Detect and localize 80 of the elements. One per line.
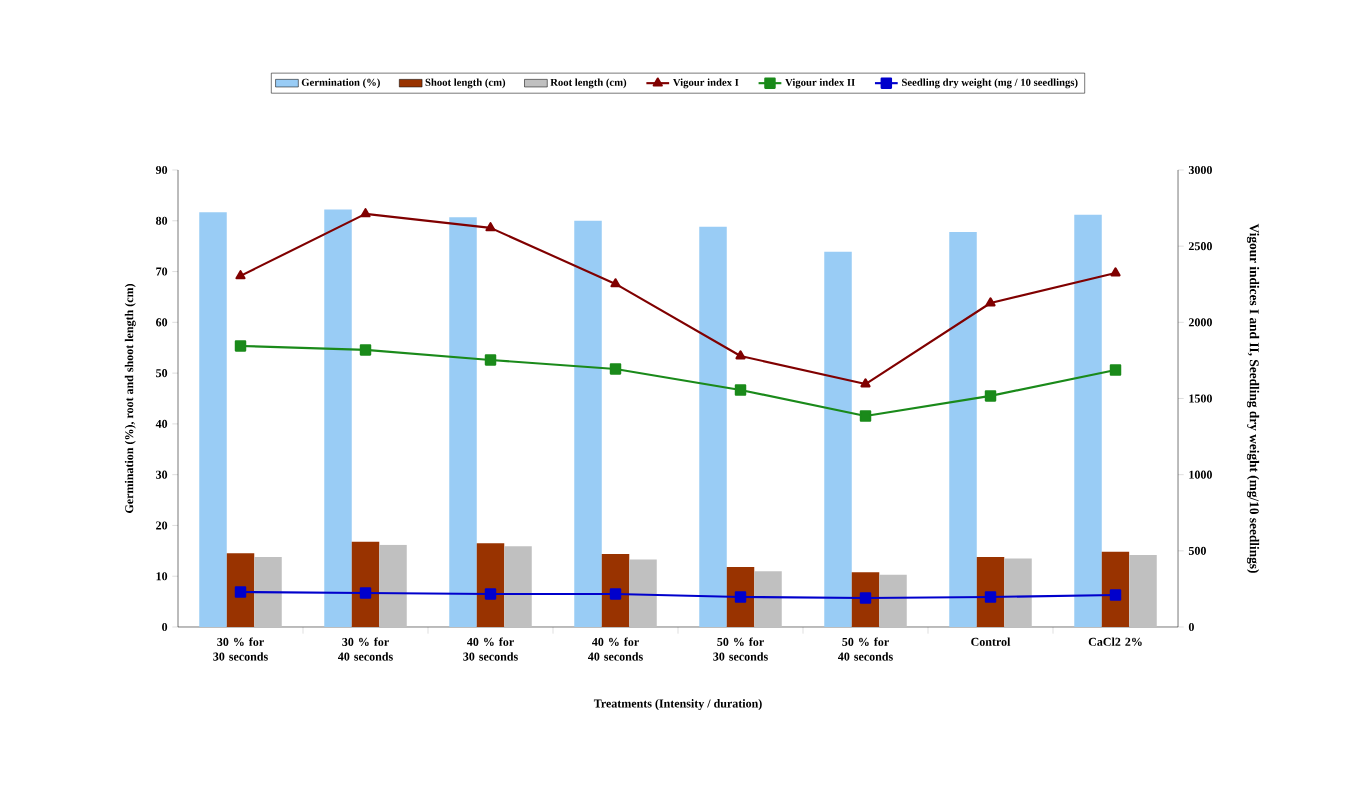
y2-tick-label: 1500 (1189, 394, 1212, 403)
bar (1101, 551, 1130, 627)
point (234, 586, 247, 598)
y-tick-label: 70 (156, 267, 168, 276)
y2-tick-label: 3000 (1188, 165, 1212, 175)
point (359, 587, 372, 599)
legend-label: Shoot length (cm) (425, 78, 506, 89)
x-tick-label: 30 % for 30 seconds (213, 637, 268, 661)
bar (199, 212, 227, 627)
bar (254, 556, 282, 627)
point (984, 390, 997, 402)
legend-label: Vigour index I (672, 78, 739, 89)
point (735, 350, 746, 360)
point (360, 208, 371, 218)
legend-label: Vigour index II (785, 78, 855, 89)
y2-tick-label: 1000 (1189, 470, 1212, 479)
x-tick-label: Control (971, 637, 1011, 646)
bar (1004, 558, 1032, 627)
y-tick-label: 80 (156, 216, 168, 225)
point (485, 222, 496, 232)
y-tick-label: 40 (155, 419, 168, 428)
y-tick-label: 50 (156, 369, 168, 378)
y2-tick-label: 0 (1188, 622, 1194, 632)
legend-label: Seedling dry weight (mg / 10 seedlings) (902, 78, 1078, 89)
y-tick-label: 10 (156, 572, 168, 581)
point (860, 378, 871, 388)
point (1109, 589, 1122, 601)
point (359, 344, 372, 356)
bar (351, 541, 380, 627)
x-tick-label: CaCl2 2% (1088, 637, 1142, 646)
point (484, 588, 497, 600)
bar (379, 544, 407, 627)
bar (976, 556, 1005, 627)
point (734, 591, 747, 603)
bar (1129, 554, 1157, 627)
bar (504, 546, 532, 627)
bar (324, 209, 352, 627)
bar (601, 553, 630, 627)
point (610, 278, 621, 288)
y-axis-title: Germination (%), root and shoot length (cm) (124, 283, 136, 513)
x-tick-label: 40 % for 30 seconds (463, 637, 518, 661)
point (484, 354, 497, 366)
x-tick-label: 30 % for 40 seconds (338, 637, 393, 661)
bar (1074, 214, 1102, 627)
x-tick-label: 50 % for 30 seconds (713, 637, 768, 661)
y-tick-label: 60 (156, 318, 168, 327)
y-tick-label: 20 (156, 521, 168, 530)
y2-tick-label: 2000 (1188, 318, 1212, 327)
point (609, 588, 622, 600)
y2-axis-title: Vigour indices I and II, Seedling dry weight (mg/10 seedlings) (1246, 223, 1260, 573)
bar (754, 571, 782, 627)
x-tick-label: 50 % for 40 seconds (838, 637, 893, 661)
x-axis-title: Treatments (Intensity / duration) (593, 699, 762, 711)
point (1110, 267, 1121, 277)
bar (879, 574, 907, 627)
y-tick-label: 90 (155, 165, 168, 175)
point (234, 340, 247, 352)
point (609, 363, 622, 375)
bar (449, 217, 477, 627)
legend-label: Germination (%) (301, 78, 380, 89)
x-tick-label: 40 % for 40 seconds (588, 637, 643, 661)
bar (824, 251, 852, 627)
bar (476, 543, 505, 627)
y-tick-label: 30 (156, 470, 168, 479)
bar (226, 553, 255, 627)
point (985, 297, 996, 307)
bar (629, 559, 657, 627)
bar (699, 226, 727, 627)
bar (574, 220, 602, 627)
point (235, 270, 246, 280)
y2-tick-label: 500 (1188, 546, 1206, 555)
point (734, 384, 747, 396)
point (1109, 364, 1122, 376)
legend-label: Root length (cm) (550, 78, 627, 89)
point (859, 410, 872, 422)
point (984, 591, 997, 603)
point (859, 592, 872, 604)
y2-tick-label: 2500 (1188, 242, 1212, 251)
y-tick-label: 0 (162, 622, 168, 632)
bar (949, 231, 977, 627)
